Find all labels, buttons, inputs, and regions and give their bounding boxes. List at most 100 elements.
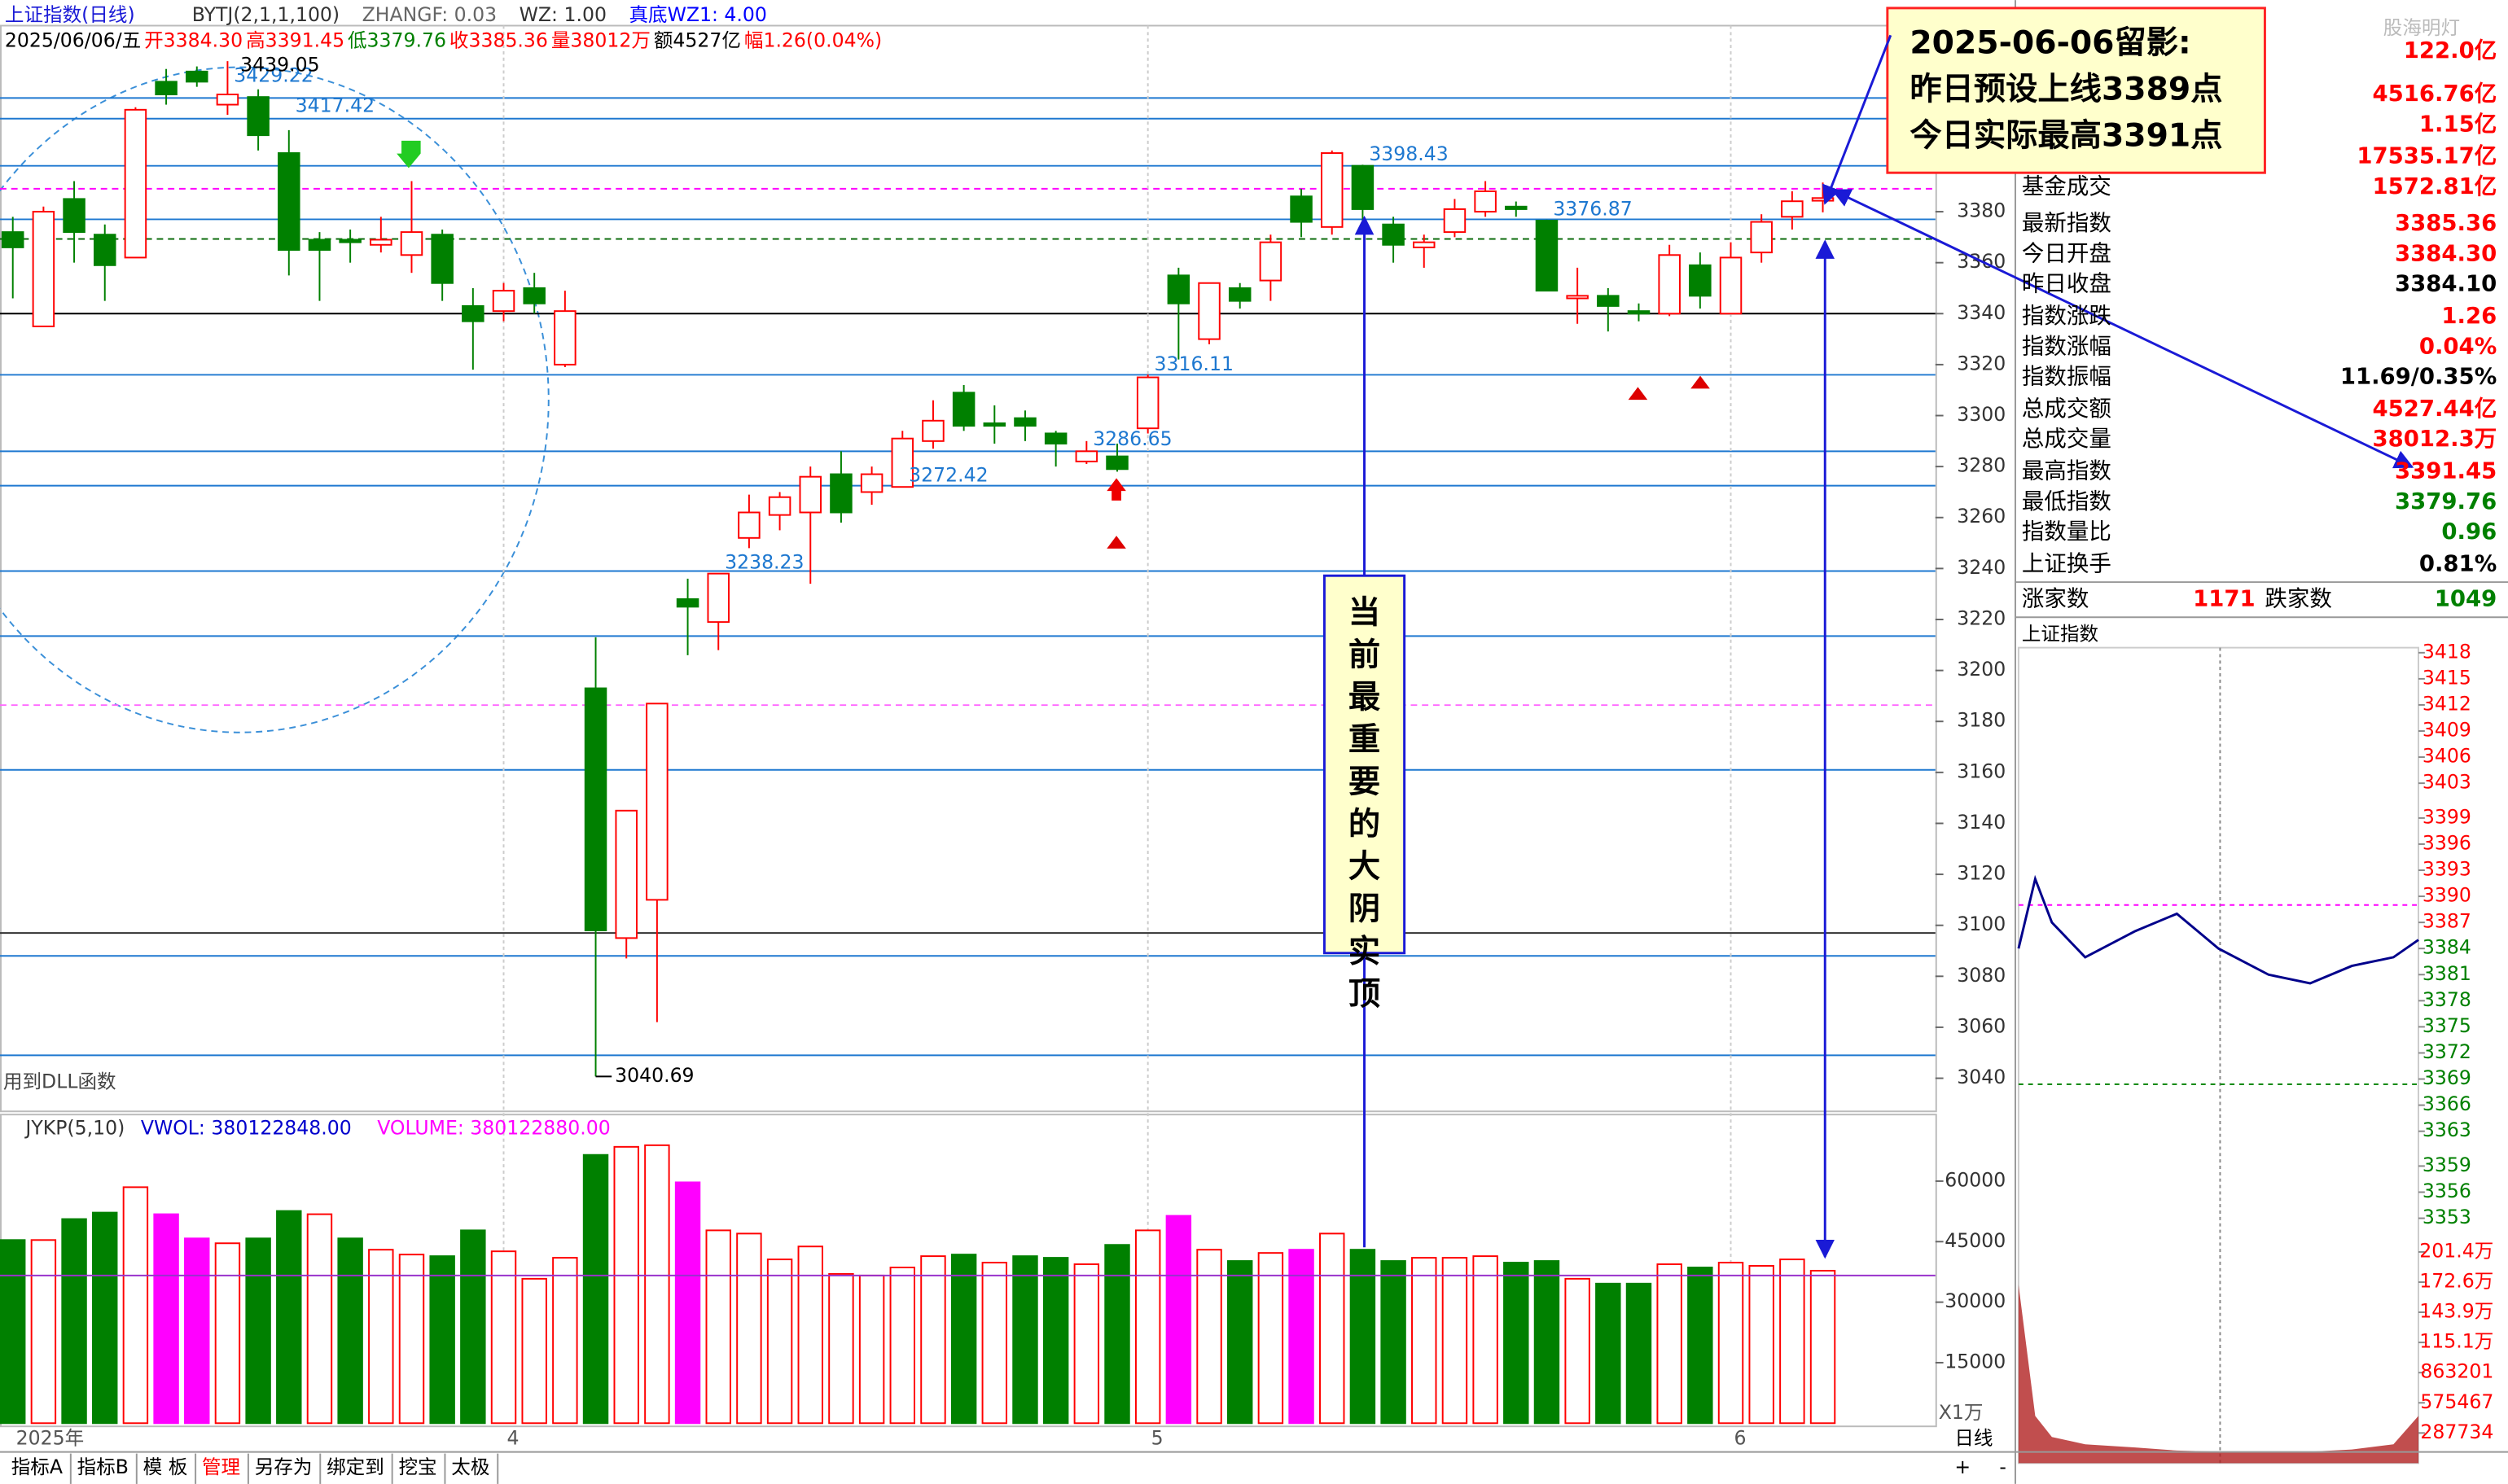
tab[interactable]: 绑定到 <box>327 1456 384 1478</box>
x-tick-label: 5 <box>1151 1426 1164 1449</box>
candle-body <box>646 703 669 901</box>
volume-bar <box>122 1186 149 1425</box>
indicator-header: BYTJ(2,1,1,100) <box>192 3 340 26</box>
volume-unit: X1万 <box>1939 1401 1984 1424</box>
candle-body <box>1290 195 1313 223</box>
zoom-button[interactable]: + <box>1954 1456 1971 1478</box>
volume-bar <box>1656 1263 1682 1425</box>
volume-bar <box>1319 1232 1345 1425</box>
row-value: 3385.36 <box>2395 210 2497 236</box>
candle-body <box>523 287 546 304</box>
volume-bar <box>1809 1269 1836 1425</box>
level-label: 3286.65 <box>1093 427 1172 450</box>
y-tick-label: 3384 <box>2422 936 2471 959</box>
candle-body <box>400 231 423 256</box>
volume-bar <box>1411 1257 1437 1425</box>
volume-bar <box>950 1254 977 1425</box>
candle-body <box>124 108 147 259</box>
row-value: 0.04% <box>2419 333 2497 359</box>
y-tick-label: 3220 <box>1957 606 2006 629</box>
volume-bar <box>858 1274 885 1425</box>
volume-bar <box>1288 1249 1314 1425</box>
candle-body <box>1689 264 1712 297</box>
candle-body <box>278 152 300 251</box>
volume-bar <box>92 1211 118 1425</box>
annotation-vertical: 当前最重要的大阴实顶 <box>1348 594 1381 1012</box>
candle-body <box>1259 241 1282 282</box>
row-value: 4516.76亿 <box>2372 81 2497 107</box>
quote-item: 量38012万 <box>551 29 651 52</box>
level-label: 3429.22 <box>234 64 313 87</box>
y-tick-label: 3120 <box>1957 862 2006 885</box>
volume-bar <box>429 1255 455 1425</box>
y-tick-label: 30000 <box>1945 1289 2006 1312</box>
y-tick-label: 3300 <box>1957 403 2006 426</box>
intraday-title: 上证指数 <box>2022 622 2098 645</box>
quote-item: 收3385.36 <box>449 29 548 52</box>
candle-body <box>983 422 1006 427</box>
tab[interactable]: 太极 <box>451 1456 489 1478</box>
volume-tick-label: 863201 <box>2420 1360 2493 1383</box>
volume-bar <box>1717 1262 1744 1425</box>
candle-body <box>1014 417 1037 427</box>
row-value: 0.96 <box>2441 519 2497 545</box>
chart-note: 用到DLL函数 <box>3 1070 116 1092</box>
volume-bar <box>1104 1244 1130 1425</box>
y-tick-label: 3387 <box>2422 910 2471 933</box>
period-label[interactable]: 日线 <box>1954 1426 1993 1449</box>
tab[interactable]: 另存为 <box>255 1456 313 1478</box>
tab[interactable]: 管理 <box>202 1456 240 1478</box>
candle-body <box>216 94 239 106</box>
row-value: 1.15亿 <box>2419 111 2497 137</box>
breadth-label: 涨家数 <box>2022 586 2089 612</box>
intraday-chart: 3418 3415 3412 3409 3406 3403 3399 3396 3393 3390… <box>2017 622 2493 1464</box>
volume-bar <box>1503 1262 1529 1425</box>
annotation-arrow <box>1831 189 2414 469</box>
y-tick-label: 3353 <box>2422 1206 2471 1228</box>
y-tick-label: 3378 <box>2422 988 2471 1011</box>
volume-bar <box>153 1213 179 1425</box>
candle-body <box>860 473 884 493</box>
y-tick-label: 3366 <box>2422 1092 2471 1115</box>
y-tick-label: 3356 <box>2422 1180 2471 1202</box>
volume-bar <box>276 1210 302 1425</box>
candle-body <box>1535 220 1559 292</box>
candle-body <box>768 496 791 516</box>
volume-tick-label: 115.1万 <box>2419 1330 2493 1353</box>
row-value: 0.81% <box>2419 550 2497 576</box>
row-value: 4527.44亿 <box>2372 396 2497 422</box>
watermark: 股海明灯 <box>2383 16 2460 39</box>
volume-bar <box>245 1237 271 1425</box>
candle-body <box>738 511 761 539</box>
candle-body <box>1627 310 1651 315</box>
row-value: 122.0亿 <box>2404 37 2497 63</box>
candle-body <box>1382 223 1405 246</box>
y-tick-label: 3403 <box>2422 771 2471 794</box>
tab[interactable]: 模 板 <box>143 1456 188 1478</box>
volume-bar <box>613 1145 639 1425</box>
volume-bar <box>1257 1252 1284 1425</box>
candle-body <box>1781 200 1804 218</box>
candle-body <box>186 70 208 83</box>
volume-bar <box>766 1259 793 1425</box>
row-label: 指数振幅 <box>2022 364 2111 390</box>
row-label: 基金成交 <box>2022 173 2111 199</box>
tab[interactable]: 挖宝 <box>398 1456 436 1478</box>
row-label: 最高指数 <box>2022 458 2111 484</box>
volume-header: VOLUME: 380122880.00 <box>377 1116 611 1139</box>
volume-bar <box>1441 1257 1468 1425</box>
tab[interactable]: 指标A <box>11 1456 63 1478</box>
candle-body <box>615 809 638 939</box>
tab[interactable]: 指标B <box>77 1456 129 1478</box>
candle-body <box>1075 450 1098 462</box>
volume-chart: 15000 30000 45000 60000 JYKP(5,10) VWOL: 3801… <box>0 1116 2006 1425</box>
volume-bar <box>490 1250 517 1425</box>
y-tick-label: 3320 <box>1957 352 2006 374</box>
volume-bar <box>920 1255 946 1425</box>
candle-body <box>63 198 86 234</box>
candle-body <box>1750 221 1773 254</box>
volume-bar <box>1595 1282 1621 1425</box>
zoom-button[interactable]: - <box>1999 1456 2006 1478</box>
